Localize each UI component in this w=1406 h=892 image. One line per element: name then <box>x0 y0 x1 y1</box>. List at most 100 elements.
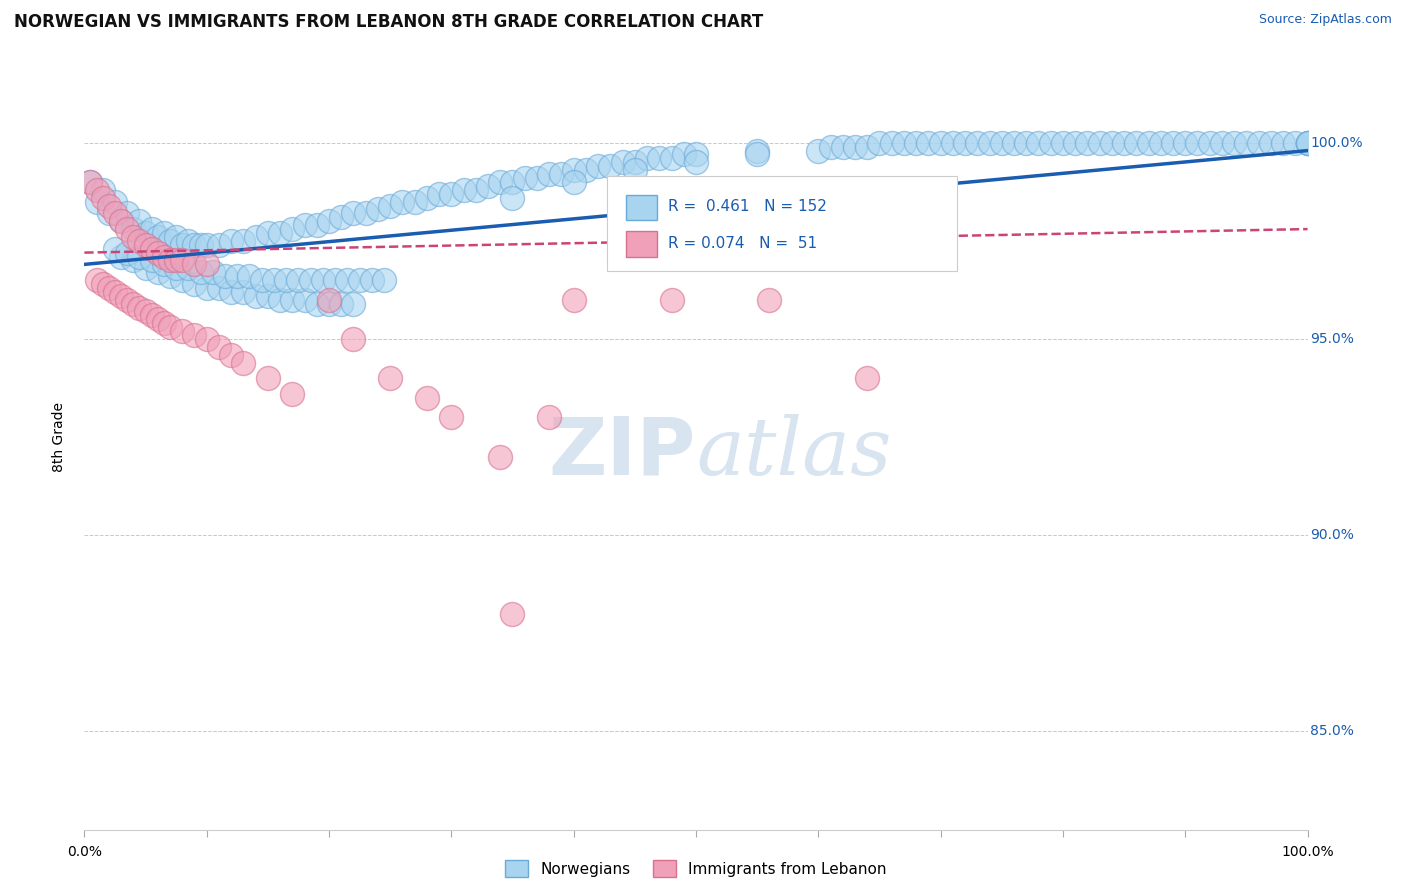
Point <box>489 450 512 464</box>
Point <box>1260 136 1282 150</box>
Point <box>1039 136 1062 150</box>
Point <box>427 186 450 201</box>
Point <box>214 269 236 284</box>
Point <box>190 237 212 252</box>
Point <box>110 214 132 228</box>
Point <box>165 230 187 244</box>
Point <box>153 226 176 240</box>
Point <box>1028 136 1050 150</box>
Point <box>86 273 108 287</box>
Point <box>91 191 114 205</box>
Point <box>159 234 181 248</box>
Text: ZIP: ZIP <box>548 414 696 491</box>
Text: R = 0.074   N =  51: R = 0.074 N = 51 <box>668 235 817 251</box>
Text: Source: ZipAtlas.com: Source: ZipAtlas.com <box>1258 13 1392 27</box>
Point <box>128 214 150 228</box>
Point <box>195 257 218 271</box>
Point <box>146 230 169 244</box>
Point <box>110 214 132 228</box>
Point <box>1272 136 1295 150</box>
Point <box>122 296 145 310</box>
Point <box>648 152 671 166</box>
Point <box>115 222 138 236</box>
Point <box>165 253 187 268</box>
Point <box>219 285 242 299</box>
Point <box>208 281 231 295</box>
Point <box>318 293 340 307</box>
Point <box>562 163 585 178</box>
Point <box>917 136 939 150</box>
Point <box>183 328 205 343</box>
Point <box>153 316 176 330</box>
Point <box>416 191 439 205</box>
Point <box>391 194 413 209</box>
Point <box>464 183 486 197</box>
Point <box>190 265 212 279</box>
Point <box>281 222 304 236</box>
Point <box>201 265 224 279</box>
Point <box>502 607 524 621</box>
Point <box>269 293 291 307</box>
Point <box>636 152 658 166</box>
Point <box>562 175 585 189</box>
Point <box>281 387 304 401</box>
Point <box>104 285 127 299</box>
Point <box>250 273 273 287</box>
Point <box>869 136 891 150</box>
Point <box>122 230 145 244</box>
Point <box>831 139 853 153</box>
Legend: Norwegians, Immigrants from Lebanon: Norwegians, Immigrants from Lebanon <box>498 853 894 885</box>
Point <box>550 167 572 181</box>
Point <box>79 175 101 189</box>
Point <box>758 293 780 307</box>
Point <box>91 277 114 291</box>
Point <box>440 410 463 425</box>
Point <box>299 273 322 287</box>
Point <box>562 293 585 307</box>
Point <box>86 183 108 197</box>
Point <box>318 296 340 310</box>
Point <box>177 261 200 276</box>
Point <box>172 253 194 268</box>
Point <box>104 242 127 256</box>
Point <box>122 253 145 268</box>
Point <box>104 194 127 209</box>
Point <box>159 320 181 334</box>
Point <box>1052 136 1074 150</box>
FancyBboxPatch shape <box>606 176 956 270</box>
Point <box>1137 136 1160 150</box>
Point <box>856 139 879 153</box>
Point <box>1174 136 1197 150</box>
Text: 95.0%: 95.0% <box>1310 332 1354 346</box>
Point <box>1198 136 1220 150</box>
Point <box>538 410 561 425</box>
Point <box>440 186 463 201</box>
Point <box>1296 136 1319 150</box>
Point <box>380 198 402 212</box>
Point <box>575 163 598 178</box>
Point <box>991 136 1014 150</box>
Point <box>219 348 242 362</box>
Point <box>330 296 353 310</box>
Point <box>526 171 548 186</box>
Point <box>269 226 291 240</box>
Point <box>183 237 205 252</box>
Point <box>661 293 683 307</box>
Point <box>110 250 132 264</box>
Point <box>966 136 988 150</box>
Point <box>342 206 364 220</box>
Point <box>373 273 395 287</box>
Point <box>165 261 187 276</box>
Text: atlas: atlas <box>696 414 891 491</box>
Point <box>354 206 377 220</box>
Point <box>661 152 683 166</box>
Point <box>1064 136 1087 150</box>
Point <box>330 211 353 225</box>
Point <box>624 155 647 169</box>
Point <box>104 206 127 220</box>
Text: NORWEGIAN VS IMMIGRANTS FROM LEBANON 8TH GRADE CORRELATION CHART: NORWEGIAN VS IMMIGRANTS FROM LEBANON 8TH… <box>14 13 763 31</box>
Point <box>538 167 561 181</box>
Point <box>115 293 138 307</box>
Point <box>416 391 439 405</box>
Point <box>880 136 903 150</box>
